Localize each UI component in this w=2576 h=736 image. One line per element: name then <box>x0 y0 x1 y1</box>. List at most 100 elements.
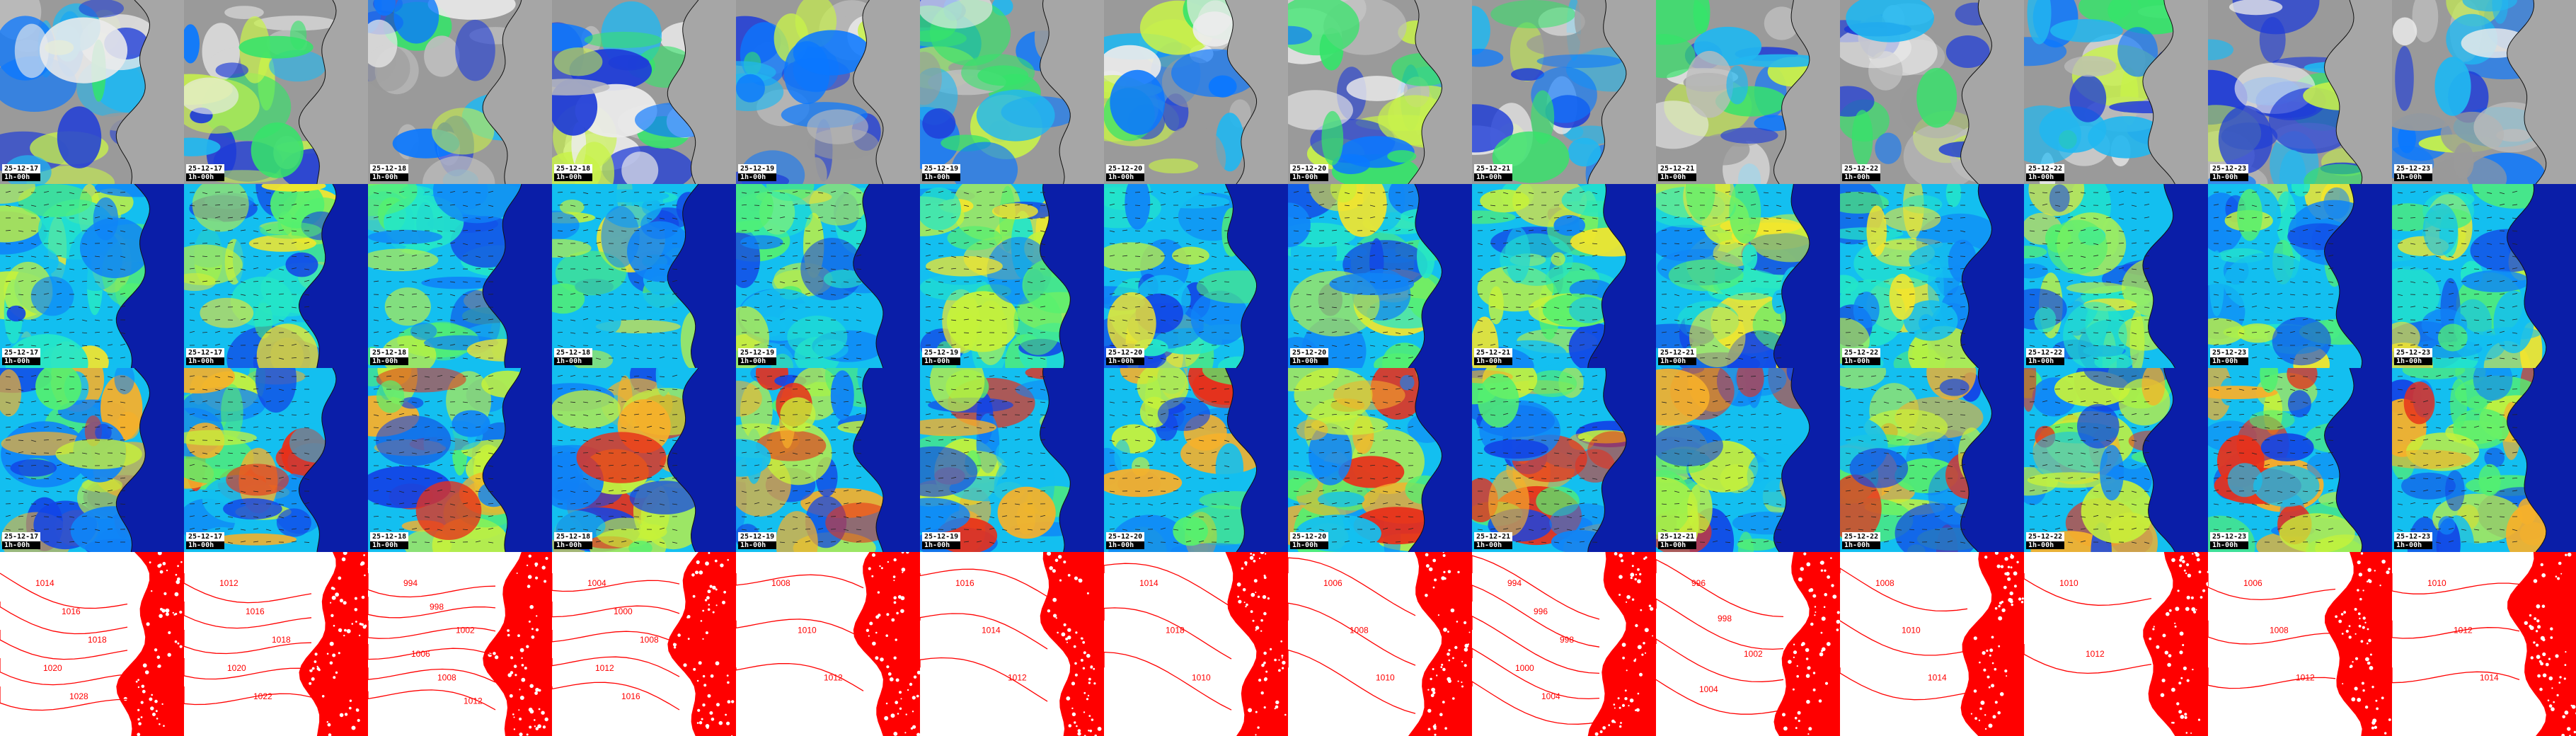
map-panel-wind-upper-1[interactable]: 25-12-17 1h-00h <box>0 368 184 552</box>
map-panel-pressure-14[interactable]: 1010 1012 1014 <box>2392 552 2576 736</box>
map-panel-pressure-4[interactable]: 1004 1000 1008 1012 1016 <box>552 552 736 736</box>
map-panel-pressure-2[interactable]: 1012 1016 1018 1020 1022 <box>184 552 368 736</box>
isobar-label: 1020 <box>43 663 62 673</box>
date-text: 25-12-21 <box>1660 349 1695 357</box>
date-text: 25-12-23 <box>2396 165 2431 173</box>
map-panel-wind-upper-8[interactable]: 25-12-20 1h-00h <box>1288 368 1472 552</box>
map-panel-pressure-11[interactable]: 1008 1010 1014 <box>1840 552 2024 736</box>
timestamp-label: 25-12-23 1h-00h <box>2210 164 2249 181</box>
map-panel-cloud-precip-10[interactable]: 25-12-21 1h-00h <box>1656 0 1840 184</box>
timestamp-label: 25-12-23 1h-00h <box>2210 348 2249 365</box>
map-panel-pressure-1[interactable]: 1014 1016 1018 1020 1028 <box>0 552 184 736</box>
isobar-label: 1016 <box>621 691 640 701</box>
map-panel-wind-low-14[interactable]: 25-12-23 1h-00h <box>2392 184 2576 368</box>
map-panel-pressure-3[interactable]: 994 998 1002 1006 1008 1012 <box>368 552 552 736</box>
map-panel-cloud-precip-9[interactable]: 25-12-21 1h-00h <box>1472 0 1656 184</box>
map-image <box>736 0 920 184</box>
map-panel-wind-low-5[interactable]: 25-12-19 1h-00h <box>736 184 920 368</box>
date-text: 25-12-22 <box>1844 165 1879 173</box>
map-panel-wind-low-13[interactable]: 25-12-23 1h-00h <box>2208 184 2392 368</box>
isobar-label: 1014 <box>982 626 1001 636</box>
map-panel-cloud-precip-4[interactable]: 25-12-18 1h-00h <box>552 0 736 184</box>
map-image <box>736 368 920 552</box>
map-panel-wind-low-3[interactable]: 25-12-18 1h-00h <box>368 184 552 368</box>
map-panel-wind-low-1[interactable]: 25-12-17 1h-00h <box>0 184 184 368</box>
map-panel-wind-low-12[interactable]: 25-12-22 1h-00h <box>2024 184 2208 368</box>
map-panel-cloud-precip-12[interactable]: 25-12-22 1h-00h <box>2024 0 2208 184</box>
map-panel-wind-low-4[interactable]: 25-12-18 1h-00h <box>552 184 736 368</box>
map-panel-wind-upper-13[interactable]: 25-12-23 1h-00h <box>2208 368 2392 552</box>
time-text: 1h-00h <box>2026 541 2065 549</box>
time-text: 1h-00h <box>2210 541 2249 549</box>
date-text: 25-12-20 <box>1108 533 1143 541</box>
map-panel-pressure-13[interactable]: 1006 1008 1012 <box>2208 552 2392 736</box>
map-panel-wind-low-11[interactable]: 25-12-22 1h-00h <box>1840 184 2024 368</box>
timestamp-label: 25-12-17 1h-00h <box>2 348 41 365</box>
date-text: 25-12-19 <box>740 165 775 173</box>
isobar-label: 1018 <box>272 635 291 645</box>
map-panel-wind-upper-4[interactable]: 25-12-18 1h-00h <box>552 368 736 552</box>
map-panel-wind-upper-6[interactable]: 25-12-19 1h-00h <box>920 368 1104 552</box>
timestamp-label: 25-12-20 1h-00h <box>1106 348 1145 365</box>
map-image <box>2208 368 2392 552</box>
map-panel-pressure-7[interactable]: 1014 1018 1010 <box>1104 552 1288 736</box>
isobar-label: 1020 <box>227 663 246 673</box>
map-panel-wind-low-7[interactable]: 25-12-20 1h-00h <box>1104 184 1288 368</box>
map-panel-pressure-9[interactable]: 994 996 998 1000 1004 <box>1472 552 1656 736</box>
map-panel-cloud-precip-3[interactable]: 25-12-18 1h-00h <box>368 0 552 184</box>
map-panel-wind-upper-9[interactable]: 25-12-21 1h-00h <box>1472 368 1656 552</box>
map-panel-pressure-10[interactable]: 996 998 1002 1004 <box>1656 552 1840 736</box>
map-panel-wind-upper-11[interactable]: 25-12-22 1h-00h <box>1840 368 2024 552</box>
map-image: 1008 1010 1012 <box>736 552 920 736</box>
timestamp-label: 25-12-21 1h-00h <box>1658 164 1697 181</box>
map-image <box>368 368 552 552</box>
isobar-label: 1008 <box>771 578 790 588</box>
map-panel-wind-low-6[interactable]: 25-12-19 1h-00h <box>920 184 1104 368</box>
time-text: 1h-00h <box>370 541 409 549</box>
date-text: 25-12-21 <box>1476 349 1511 357</box>
map-panel-wind-low-9[interactable]: 25-12-21 1h-00h <box>1472 184 1656 368</box>
time-text: 1h-00h <box>1106 173 1145 181</box>
timestamp-label: 25-12-22 1h-00h <box>2026 164 2065 181</box>
timestamp-label: 25-12-20 1h-00h <box>1290 164 1329 181</box>
timestamp-label: 25-12-18 1h-00h <box>554 532 593 549</box>
map-panel-wind-low-8[interactable]: 25-12-20 1h-00h <box>1288 184 1472 368</box>
timestamp-label: 25-12-17 1h-00h <box>186 348 225 365</box>
map-panel-wind-low-10[interactable]: 25-12-21 1h-00h <box>1656 184 1840 368</box>
isobar-label: 1012 <box>595 663 614 673</box>
map-panel-wind-low-2[interactable]: 25-12-17 1h-00h <box>184 184 368 368</box>
map-panel-wind-upper-2[interactable]: 25-12-17 1h-00h <box>184 368 368 552</box>
map-panel-cloud-precip-1[interactable]: 25-12-17 1h-00h <box>0 0 184 184</box>
map-panel-pressure-12[interactable]: 1010 1012 <box>2024 552 2208 736</box>
map-panel-cloud-precip-14[interactable]: 25-12-23 1h-00h <box>2392 0 2576 184</box>
timestamp-label: 25-12-23 1h-00h <box>2394 348 2433 365</box>
map-image <box>1104 184 1288 368</box>
map-panel-wind-upper-14[interactable]: 25-12-23 1h-00h <box>2392 368 2576 552</box>
time-text: 1h-00h <box>2 173 41 181</box>
date-text: 25-12-17 <box>188 533 223 541</box>
map-panel-cloud-precip-11[interactable]: 25-12-22 1h-00h <box>1840 0 2024 184</box>
map-panel-pressure-6[interactable]: 1016 1014 1012 <box>920 552 1104 736</box>
isobar-label: 1010 <box>1902 626 1921 636</box>
map-panel-pressure-5[interactable]: 1008 1010 1012 <box>736 552 920 736</box>
time-text: 1h-00h <box>1106 357 1145 365</box>
isobar-label: 998 <box>1718 614 1732 623</box>
map-panel-wind-upper-7[interactable]: 25-12-20 1h-00h <box>1104 368 1288 552</box>
map-panel-pressure-8[interactable]: 1006 1008 1010 <box>1288 552 1472 736</box>
map-panel-wind-upper-12[interactable]: 25-12-22 1h-00h <box>2024 368 2208 552</box>
isobar-label: 1012 <box>1008 672 1027 682</box>
map-panel-cloud-precip-2[interactable]: 25-12-17 1h-00h <box>184 0 368 184</box>
map-panel-wind-upper-3[interactable]: 25-12-18 1h-00h <box>368 368 552 552</box>
date-text: 25-12-19 <box>924 165 959 173</box>
map-panel-cloud-precip-5[interactable]: 25-12-19 1h-00h <box>736 0 920 184</box>
isobar-label: 1010 <box>2427 578 2446 588</box>
map-panel-cloud-precip-7[interactable]: 25-12-20 1h-00h <box>1104 0 1288 184</box>
map-panel-cloud-precip-6[interactable]: 25-12-19 1h-00h <box>920 0 1104 184</box>
map-image <box>0 0 184 184</box>
map-panel-cloud-precip-8[interactable]: 25-12-20 1h-00h <box>1288 0 1472 184</box>
time-text: 1h-00h <box>2026 173 2065 181</box>
map-panel-wind-upper-5[interactable]: 25-12-19 1h-00h <box>736 368 920 552</box>
map-panel-wind-upper-10[interactable]: 25-12-21 1h-00h <box>1656 368 1840 552</box>
time-text: 1h-00h <box>1474 173 1513 181</box>
map-panel-cloud-precip-13[interactable]: 25-12-23 1h-00h <box>2208 0 2392 184</box>
